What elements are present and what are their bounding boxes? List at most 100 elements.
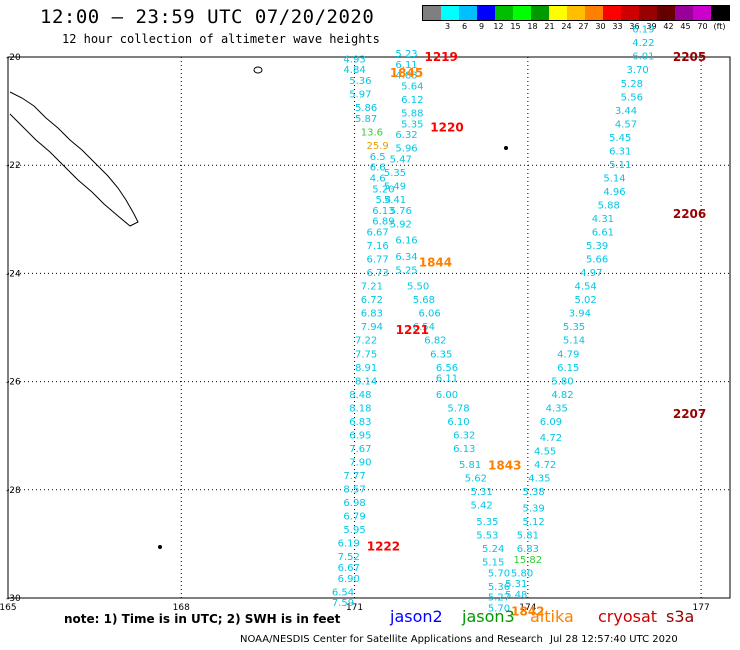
wave-height-value: 4.72 xyxy=(534,460,556,471)
wave-height-value: 4.35 xyxy=(546,403,568,414)
wave-height-value: 5.78 xyxy=(447,403,469,414)
scale-label: 27 xyxy=(578,22,589,31)
wave-height-value: 5.31 xyxy=(505,579,527,590)
scale-label: 15 xyxy=(510,22,521,31)
wave-height-value: 6.54 xyxy=(413,322,435,333)
wave-height-value: 4.31 xyxy=(592,214,614,225)
wave-height-value: 6.77 xyxy=(367,255,389,266)
wave-height-value: 6.01 xyxy=(632,52,654,63)
y-tick-label: -28 xyxy=(6,486,21,496)
wave-height-value: 4.93 xyxy=(343,54,365,65)
scale-swatch xyxy=(567,6,585,20)
wave-height-value: 5.81 xyxy=(517,530,539,541)
wave-height-value: 13.6 xyxy=(361,127,383,138)
wave-height-value: 4.22 xyxy=(632,38,654,49)
timestamp-text: Jul 28 12:57:40 UTC 2020 xyxy=(550,634,678,645)
wave-height-value: 5.25 xyxy=(395,265,417,276)
wave-height-value: 5.56 xyxy=(621,92,643,103)
wave-height-value: 6.90 xyxy=(338,574,360,585)
wave-height-value: 5.38 xyxy=(522,487,544,498)
scale-swatch xyxy=(459,6,477,20)
wave-height-value: 5.20 xyxy=(372,184,394,195)
scale-swatch xyxy=(621,6,639,20)
wave-height-value: 6.83 xyxy=(349,417,371,428)
wave-height-value: 7.94 xyxy=(361,322,383,333)
wave-height-value: 5.87 xyxy=(355,114,377,125)
scale-swatch xyxy=(423,6,441,20)
scale-label: 6 xyxy=(461,22,468,31)
scale-label: 70 xyxy=(697,22,708,31)
y-tick-label: -22 xyxy=(6,161,21,171)
wave-height-value: 5.02 xyxy=(574,295,596,306)
wave-height-value: 4.35 xyxy=(528,474,550,485)
wave-height-value: 5.41 xyxy=(384,195,406,206)
wave-height-value: 5.47 xyxy=(390,154,412,165)
wave-height-value: 5.28 xyxy=(621,79,643,90)
pass-time-label: 2205 xyxy=(673,50,706,64)
wave-height-value: 4.55 xyxy=(534,447,556,458)
wave-height-value: 5.23 xyxy=(395,49,417,60)
wave-height-value: 4.6 xyxy=(370,173,386,184)
scale-swatch xyxy=(441,6,459,20)
wave-height-value: 6.89 xyxy=(372,217,394,228)
scale-label: 33 xyxy=(612,22,623,31)
wave-height-value: 7.16 xyxy=(367,241,389,252)
scale-swatch xyxy=(711,6,729,20)
wave-height-value: 5.68 xyxy=(413,295,435,306)
wave-height-value: 5.95 xyxy=(343,525,365,536)
credit-text: NOAA/NESDIS Center for Satellite Applica… xyxy=(240,634,543,645)
wave-height-value: 15.82 xyxy=(514,555,543,566)
wave-height-value: 5.49 xyxy=(384,182,406,193)
wave-height-value: 5.96 xyxy=(395,144,417,155)
wave-height-value: 5.97 xyxy=(349,90,371,101)
color-scale xyxy=(422,5,730,21)
wave-height-value: 6.67 xyxy=(367,228,389,239)
wave-height-value: 5.11 xyxy=(609,160,631,171)
wave-height-value: 6.09 xyxy=(540,417,562,428)
x-tick-label: 174 xyxy=(519,603,536,613)
wave-height-value: 6.73 xyxy=(367,268,389,279)
wave-height-value: 6.32 xyxy=(453,430,475,441)
wave-height-value: 6.82 xyxy=(424,336,446,347)
wave-height-value: 5.35 xyxy=(384,168,406,179)
scale-label: 9 xyxy=(478,22,485,31)
scale-swatch xyxy=(585,6,603,20)
color-scale-labels: 3 6 9 12 15 18 21 24 27 30 33 36 39 42 45 70 (ft) xyxy=(422,22,728,31)
island xyxy=(253,66,263,74)
scale-label: 45 xyxy=(680,22,691,31)
scale-label: 24 xyxy=(561,22,572,31)
wave-height-value: 5.64 xyxy=(401,81,423,92)
scale-swatch xyxy=(639,6,657,20)
y-tick-label: -20 xyxy=(6,53,21,63)
scale-label: 18 xyxy=(527,22,538,31)
pass-time-label: 1221 xyxy=(396,323,429,337)
y-tick-label: -26 xyxy=(6,378,21,388)
map-title: 12:00 – 23:59 UTC 07/20/2020 xyxy=(40,6,375,28)
wave-height-value: 5.31 xyxy=(470,487,492,498)
island xyxy=(158,545,162,549)
scale-swatch xyxy=(693,6,711,20)
wave-height-value: 7.21 xyxy=(361,282,383,293)
wave-height-value: 6.12 xyxy=(401,95,423,106)
wave-height-value: 6.00 xyxy=(436,390,458,401)
wave-height-value: 5.62 xyxy=(465,474,487,485)
y-tick-label: -24 xyxy=(6,269,21,279)
wave-height-value: 6.98 xyxy=(343,498,365,509)
legend-item-cryosat: cryosat xyxy=(598,607,658,626)
wave-height-value: 5.39 xyxy=(522,503,544,514)
wave-height-value: 6.34 xyxy=(395,252,417,263)
wave-height-value: 8.18 xyxy=(349,403,371,414)
wave-height-value: 6.79 xyxy=(343,512,365,523)
wave-height-value: 6.54 xyxy=(332,587,354,598)
legend-item-jason3: jason3 xyxy=(462,607,515,626)
scale-swatch xyxy=(531,6,549,20)
wave-height-value: 5.15 xyxy=(482,558,504,569)
wave-height-value: 25.9 xyxy=(367,141,389,152)
wave-height-value: 4.97 xyxy=(580,268,602,279)
map-subtitle: 12 hour collection of altimeter wave hei… xyxy=(62,32,380,46)
wave-height-value: 8.14 xyxy=(355,376,377,387)
wave-height-value: 5.14 xyxy=(603,173,625,184)
wave-height-value: 7.90 xyxy=(349,457,371,468)
scale-label: 39 xyxy=(646,22,657,31)
wave-height-value: 6.83 xyxy=(361,309,383,320)
